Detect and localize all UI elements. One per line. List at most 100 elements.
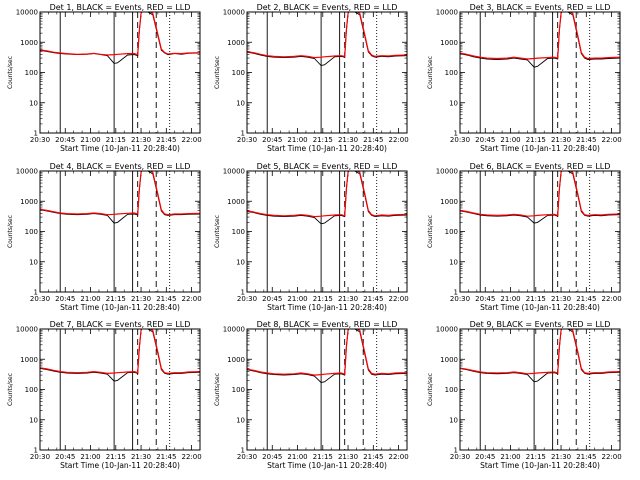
x-tick-label: 21:45 bbox=[576, 453, 596, 461]
y-tick-label: 10 bbox=[236, 99, 245, 107]
x-tick-label: 21:15 bbox=[526, 136, 546, 144]
x-tick-label: 20:45 bbox=[55, 453, 75, 461]
y-tick-label: 1000 bbox=[20, 198, 38, 206]
x-tick-label: 21:00 bbox=[80, 136, 100, 144]
chart-panel-3: Det 3, BLACK = Events, RED = LLD Counts/s… bbox=[427, 3, 622, 153]
x-tick-label: 22:00 bbox=[181, 295, 201, 303]
y-axis-label: Counts/sec bbox=[7, 56, 14, 89]
y-tick-label: 100 bbox=[445, 228, 458, 236]
x-tick-label: 21:15 bbox=[106, 453, 126, 461]
chart-panel-8: Det 8, BLACK = Events, RED = LLD Counts/s… bbox=[214, 320, 409, 470]
x-axis-label: Start Time (10-Jan-11 20:28:40) bbox=[480, 461, 600, 470]
y-tick-label: 10 bbox=[29, 416, 38, 424]
x-tick-label: 21:30 bbox=[131, 453, 151, 461]
x-tick-label: 20:30 bbox=[450, 136, 470, 144]
y-axis-label: Counts/sec bbox=[214, 215, 221, 248]
x-tick-label: 22:00 bbox=[601, 295, 621, 303]
x-tick-label: 20:30 bbox=[237, 136, 257, 144]
x-tick-label: 21:30 bbox=[338, 453, 358, 461]
x-tick-label: 22:00 bbox=[181, 453, 201, 461]
x-tick-label: 21:45 bbox=[363, 295, 383, 303]
y-tick-label: 1000 bbox=[440, 198, 458, 206]
y-tick-label: 10000 bbox=[436, 9, 458, 17]
y-axis-label: Counts/sec bbox=[427, 56, 434, 89]
x-tick-label: 20:30 bbox=[450, 295, 470, 303]
panel-title: Det 3, BLACK = Events, RED = LLD bbox=[470, 3, 611, 12]
x-tick-label: 21:15 bbox=[313, 453, 333, 461]
x-tick-label: 20:30 bbox=[30, 136, 50, 144]
x-axis-label: Start Time (10-Jan-11 20:28:40) bbox=[60, 144, 180, 153]
x-axis-label: Start Time (10-Jan-11 20:28:40) bbox=[267, 144, 387, 153]
x-axis-label: Start Time (10-Jan-11 20:28:40) bbox=[60, 303, 180, 312]
y-tick-label: 10000 bbox=[436, 326, 458, 334]
x-tick-label: 20:30 bbox=[450, 453, 470, 461]
y-tick-label: 1 bbox=[241, 289, 245, 297]
y-tick-label: 1 bbox=[241, 130, 245, 138]
x-tick-label: 21:45 bbox=[576, 136, 596, 144]
panel-title: Det 5, BLACK = Events, RED = LLD bbox=[257, 162, 398, 171]
x-tick-label: 21:15 bbox=[106, 136, 126, 144]
series-group bbox=[247, 171, 407, 225]
chart-panel-4: Det 4, BLACK = Events, RED = LLD Counts/s… bbox=[7, 162, 202, 312]
y-axis-label: Counts/sec bbox=[7, 215, 14, 248]
panel-title: Det 6, BLACK = Events, RED = LLD bbox=[470, 162, 611, 171]
x-tick-label: 20:45 bbox=[262, 295, 282, 303]
y-tick-label: 10 bbox=[449, 258, 458, 266]
x-tick-label: 21:00 bbox=[287, 453, 307, 461]
y-tick-label: 1 bbox=[454, 447, 458, 455]
x-tick-label: 21:15 bbox=[526, 453, 546, 461]
y-tick-label: 10 bbox=[29, 258, 38, 266]
x-tick-label: 21:15 bbox=[313, 136, 333, 144]
y-tick-label: 1000 bbox=[20, 39, 38, 47]
y-tick-label: 10000 bbox=[223, 326, 245, 334]
y-tick-label: 100 bbox=[25, 69, 38, 77]
plot-frame bbox=[459, 328, 621, 451]
plot-frame bbox=[459, 170, 621, 293]
y-tick-label: 1 bbox=[454, 130, 458, 138]
series-line-lld bbox=[460, 329, 620, 375]
x-tick-label: 20:45 bbox=[55, 295, 75, 303]
plot-frame bbox=[246, 328, 408, 451]
y-tick-label: 1000 bbox=[227, 198, 245, 206]
y-tick-label: 1000 bbox=[227, 356, 245, 364]
y-tick-label: 100 bbox=[445, 69, 458, 77]
x-tick-label: 21:00 bbox=[80, 453, 100, 461]
plot-frame bbox=[39, 11, 201, 134]
panel-title: Det 8, BLACK = Events, RED = LLD bbox=[257, 320, 398, 329]
x-tick-label: 21:45 bbox=[363, 453, 383, 461]
x-tick-label: 21:45 bbox=[156, 295, 176, 303]
plot-frame bbox=[246, 170, 408, 293]
panel-title: Det 4, BLACK = Events, RED = LLD bbox=[50, 162, 191, 171]
y-tick-label: 100 bbox=[232, 228, 245, 236]
x-axis-label: Start Time (10-Jan-11 20:28:40) bbox=[480, 144, 600, 153]
y-tick-label: 10000 bbox=[223, 168, 245, 176]
x-tick-label: 22:00 bbox=[388, 295, 408, 303]
x-tick-label: 21:30 bbox=[551, 453, 571, 461]
series-line-lld bbox=[40, 171, 200, 216]
y-axis-label: Counts/sec bbox=[214, 373, 221, 406]
panel-title: Det 1, BLACK = Events, RED = LLD bbox=[50, 3, 191, 12]
y-tick-label: 1 bbox=[454, 289, 458, 297]
x-tick-label: 21:00 bbox=[500, 295, 520, 303]
x-tick-label: 20:45 bbox=[55, 136, 75, 144]
y-tick-label: 1 bbox=[34, 447, 38, 455]
y-axis-label: Counts/sec bbox=[427, 215, 434, 248]
series-group bbox=[460, 329, 620, 383]
x-tick-label: 22:00 bbox=[388, 453, 408, 461]
series-group bbox=[40, 12, 200, 64]
y-tick-label: 10000 bbox=[16, 9, 38, 17]
plot-frame bbox=[39, 328, 201, 451]
x-tick-label: 21:30 bbox=[551, 136, 571, 144]
x-tick-label: 21:45 bbox=[156, 453, 176, 461]
plot-frame bbox=[39, 170, 201, 293]
x-tick-label: 21:30 bbox=[338, 136, 358, 144]
y-tick-label: 1000 bbox=[440, 356, 458, 364]
panel-title: Det 2, BLACK = Events, RED = LLD bbox=[257, 3, 398, 12]
y-tick-label: 1 bbox=[34, 289, 38, 297]
y-tick-label: 10 bbox=[449, 99, 458, 107]
series-group bbox=[40, 171, 200, 224]
y-tick-label: 10000 bbox=[16, 326, 38, 334]
x-tick-label: 21:15 bbox=[313, 295, 333, 303]
series-line-lld bbox=[460, 12, 620, 60]
